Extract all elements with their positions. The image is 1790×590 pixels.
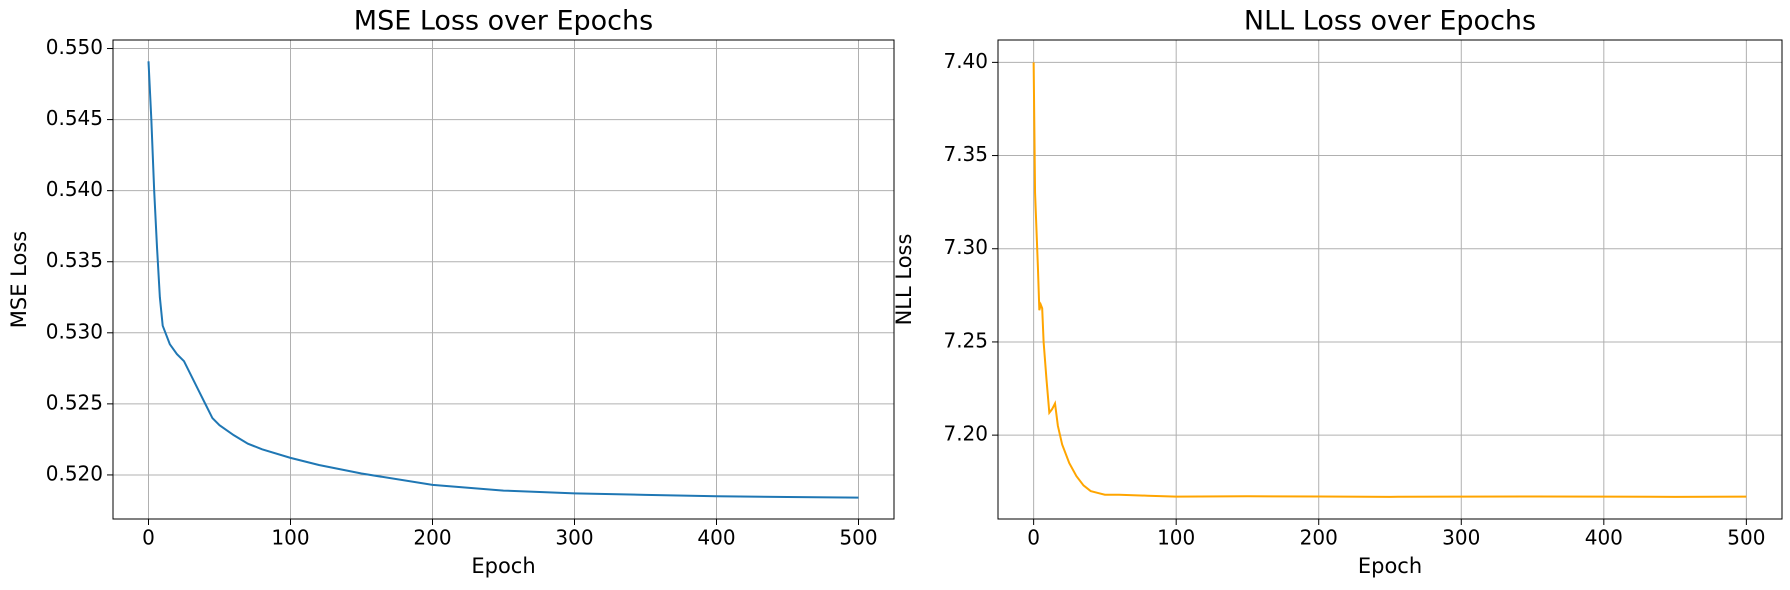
x-tick-label: 0 bbox=[1027, 526, 1040, 550]
y-tick-label: 0.525 bbox=[46, 390, 103, 414]
y-axis-label: MSE Loss bbox=[7, 231, 31, 328]
y-tick-label: 7.20 bbox=[943, 422, 988, 446]
y-tick-label: 7.30 bbox=[943, 235, 988, 259]
chart-title: MSE Loss over Epochs bbox=[354, 6, 653, 37]
chart: 0 100 200 300 400 500 7.20 7.25 7.30 7.35 7.40 NLL … bbox=[892, 6, 1783, 578]
chart-title: NLL Loss over Epochs bbox=[1244, 6, 1536, 37]
y-axis-label: NLL Loss bbox=[892, 234, 916, 326]
x-tick-label: 500 bbox=[839, 526, 877, 550]
y-tick-label: 7.35 bbox=[943, 142, 988, 166]
x-tick-label: 300 bbox=[1442, 526, 1480, 550]
y-tick-label: 7.40 bbox=[943, 49, 988, 73]
y-tick-label: 7.25 bbox=[943, 328, 988, 352]
y-tick-label: 0.530 bbox=[46, 319, 103, 343]
data-line bbox=[147, 61, 859, 499]
y-tick-label: 0.545 bbox=[46, 106, 103, 130]
x-tick-label: 200 bbox=[1300, 526, 1338, 550]
x-tick-label: 300 bbox=[555, 526, 593, 550]
x-tick-label: 0 bbox=[142, 526, 155, 550]
x-tick-label: 200 bbox=[413, 526, 451, 550]
axes-frame bbox=[112, 39, 895, 520]
data-line bbox=[1032, 62, 1747, 498]
x-axis-label: Epoch bbox=[471, 554, 535, 578]
y-tick-label: 0.540 bbox=[46, 177, 103, 201]
x-tick-label: 100 bbox=[1157, 526, 1195, 550]
y-tick-label: 0.550 bbox=[46, 35, 103, 59]
x-tick-label: 400 bbox=[1585, 526, 1623, 550]
x-axis-label: Epoch bbox=[1358, 554, 1422, 578]
y-tick-label: 0.520 bbox=[46, 461, 103, 485]
x-tick-label: 400 bbox=[697, 526, 735, 550]
x-tick-label: 500 bbox=[1727, 526, 1765, 550]
axes-frame bbox=[997, 39, 1783, 520]
x-tick-label: 100 bbox=[271, 526, 309, 550]
y-tick-label: 0.535 bbox=[46, 248, 103, 272]
chart: 0 100 200 300 400 500 0.520 0.525 0.530 0.535 0.54… bbox=[7, 6, 895, 578]
